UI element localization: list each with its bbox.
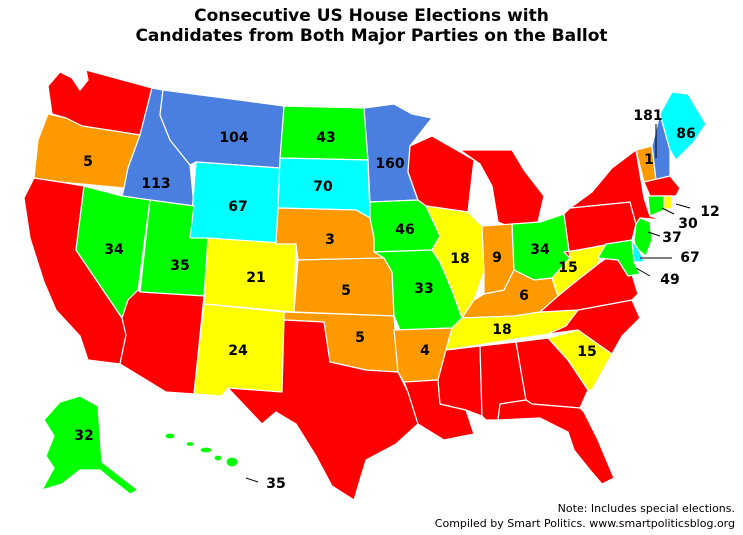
label-IN: 9 [492,250,502,266]
label-TN: 18 [492,322,511,338]
label-ND: 43 [316,130,335,146]
label-HI: 35 [266,476,285,492]
state-AZ [119,289,205,395]
label-NE: 3 [325,232,335,248]
label-DE: 67 [680,250,699,266]
state-NJ [633,217,653,257]
state-labels: 5 113 104 67 34 35 21 24 43 70 3 5 5 160… [74,108,719,492]
state-NC [547,299,641,355]
label-SD: 70 [313,179,333,195]
label-KY: 6 [519,288,529,304]
label-WV: 15 [558,260,577,276]
state-AK [41,395,139,495]
label-CT: 30 [678,216,698,232]
label-NJ: 37 [662,230,681,246]
state-TX [227,319,419,501]
label-ME: 86 [676,126,695,142]
label-CO: 21 [246,270,265,286]
leader-lines [245,124,691,483]
state-CT [647,195,665,217]
state-MD [597,239,641,277]
label-MN: 160 [375,156,404,172]
note-special-elections: Note: Includes special elections. [557,502,735,515]
label-VT: 1 [644,152,654,168]
note-source: Compiled by Smart Politics. www.smartpol… [434,517,735,530]
label-MT: 104 [219,130,248,146]
label-KS: 5 [341,283,351,299]
label-SC: 15 [577,344,596,360]
map-title: Consecutive US House Elections with Cand… [0,6,743,46]
state-RI [663,195,673,211]
label-AK: 32 [74,428,93,444]
state-MS [437,345,483,417]
title-line-2: Candidates from Both Major Parties on th… [135,26,608,46]
label-OH: 34 [530,242,550,258]
label-IA: 46 [395,222,414,238]
label-AR: 4 [420,343,430,359]
label-NM: 24 [228,343,248,359]
state-ME [659,91,707,161]
label-ID: 113 [141,176,170,192]
label-WY: 67 [228,199,247,215]
label-RI: 12 [700,204,719,220]
title-line-1: Consecutive US House Elections with [194,6,549,26]
state-WI [407,135,475,213]
label-MO: 33 [414,281,433,297]
label-OR: 5 [83,154,93,170]
state-HI [164,432,239,468]
label-NH: 181 [633,108,662,124]
state-MA [643,175,681,197]
label-OK: 5 [355,330,365,346]
label-MD: 49 [660,272,679,288]
label-NV: 34 [104,242,124,258]
label-IL: 18 [450,251,469,267]
state-FL [497,399,615,485]
label-UT: 35 [170,258,189,274]
